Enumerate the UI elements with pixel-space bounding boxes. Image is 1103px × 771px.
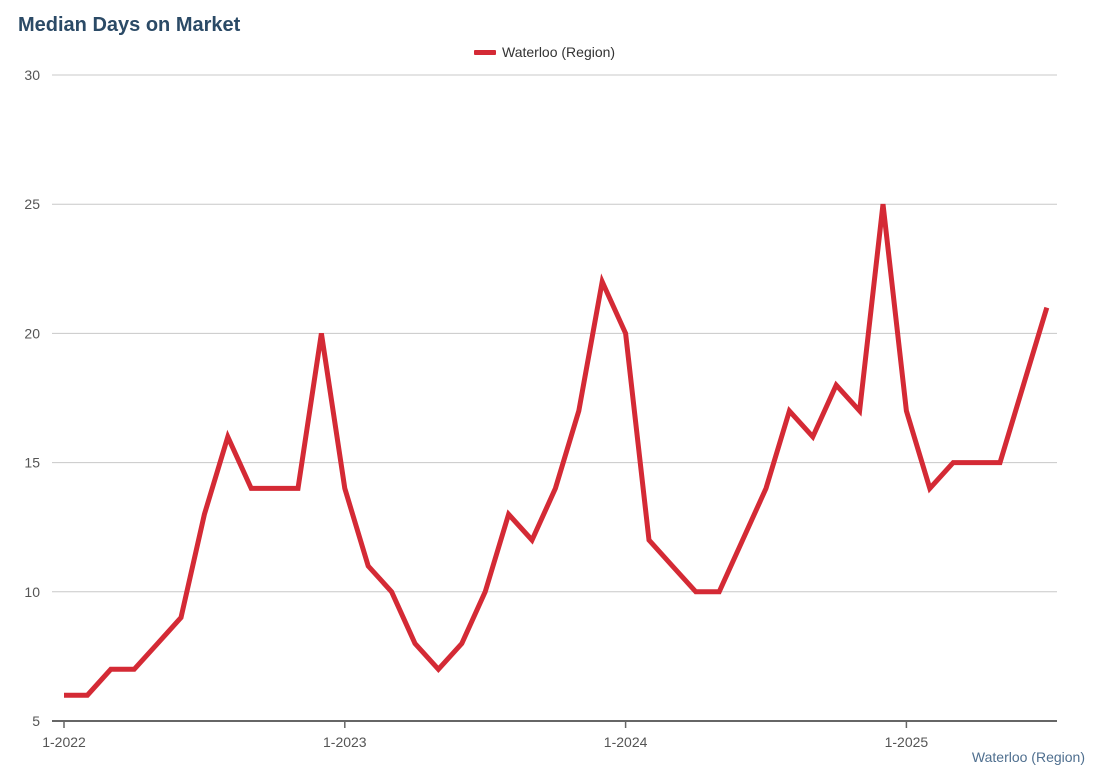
data-point[interactable] — [362, 560, 374, 572]
data-point[interactable] — [315, 327, 327, 339]
x-tick-label: 1-2025 — [885, 734, 929, 750]
data-point[interactable] — [549, 482, 561, 494]
data-point[interactable] — [807, 431, 819, 443]
data-point[interactable] — [877, 198, 889, 210]
x-tick-label: 1-2022 — [42, 734, 86, 750]
data-point[interactable] — [947, 457, 959, 469]
data-point[interactable] — [81, 689, 93, 701]
legend-label: Waterloo (Region) — [502, 44, 616, 60]
data-point[interactable] — [432, 663, 444, 675]
axes — [52, 720, 1057, 728]
data-point[interactable] — [409, 637, 421, 649]
data-point[interactable] — [1041, 302, 1053, 314]
data-point[interactable] — [1017, 379, 1029, 391]
data-point[interactable] — [152, 637, 164, 649]
data-point[interactable] — [386, 586, 398, 598]
data-point[interactable] — [737, 534, 749, 546]
y-tick-label: 5 — [32, 713, 40, 729]
data-point[interactable] — [175, 612, 187, 624]
data-point[interactable] — [105, 663, 117, 675]
data-point[interactable] — [596, 276, 608, 288]
data-point[interactable] — [222, 431, 234, 443]
legend-swatch — [474, 49, 496, 55]
data-point[interactable] — [503, 508, 515, 520]
data-point[interactable] — [854, 405, 866, 417]
data-point[interactable] — [643, 534, 655, 546]
data-point[interactable] — [783, 405, 795, 417]
data-point[interactable] — [900, 405, 912, 417]
data-point[interactable] — [456, 637, 468, 649]
y-tick-label: 10 — [24, 584, 40, 600]
y-tick-label: 15 — [24, 455, 40, 471]
data-point[interactable] — [994, 457, 1006, 469]
x-tick-label: 1-2024 — [604, 734, 648, 750]
data-point[interactable] — [971, 457, 983, 469]
y-tick-label: 25 — [24, 196, 40, 212]
series-line-waterloo-region[interactable] — [64, 203, 1050, 698]
data-point[interactable] — [760, 482, 772, 494]
data-point[interactable] — [339, 482, 351, 494]
data-point[interactable] — [666, 560, 678, 572]
data-point[interactable] — [690, 586, 702, 598]
data-point[interactable] — [269, 482, 281, 494]
data-point[interactable] — [526, 534, 538, 546]
data-point[interactable] — [573, 405, 585, 417]
tick-labels: 5 10 15 20 25 30 1-2022 1-2023 1-2024 1-2025 — [24, 67, 928, 750]
source-note: Waterloo (Region) — [971, 749, 1085, 765]
y-tick-label: 20 — [24, 325, 40, 341]
data-point[interactable] — [245, 482, 257, 494]
data-point[interactable] — [713, 586, 725, 598]
data-point[interactable] — [58, 689, 70, 701]
legend[interactable]: Waterloo (Region) — [474, 44, 615, 60]
data-point[interactable] — [198, 508, 210, 520]
data-point[interactable] — [830, 379, 842, 391]
gridlines — [52, 74, 1057, 593]
chart-title: Median Days on Market — [18, 14, 241, 36]
data-point[interactable] — [924, 482, 936, 494]
y-tick-label: 30 — [24, 67, 40, 83]
data-point[interactable] — [128, 663, 140, 675]
data-point[interactable] — [292, 482, 304, 494]
x-tick-label: 1-2023 — [323, 734, 367, 750]
data-point[interactable] — [620, 327, 632, 339]
data-point[interactable] — [479, 586, 491, 598]
series-layer — [58, 198, 1053, 701]
